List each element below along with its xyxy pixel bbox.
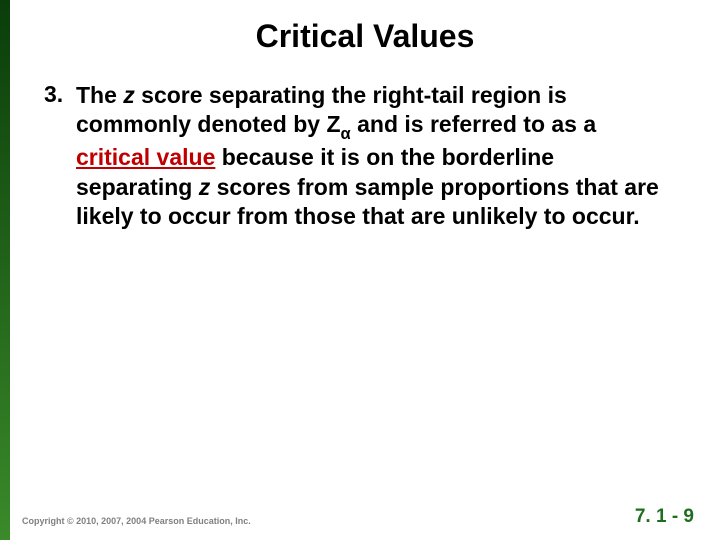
critical-value-term: critical value — [76, 144, 215, 170]
slide-title: Critical Values — [40, 18, 690, 55]
page-number: 7. 1 - 9 — [635, 506, 694, 528]
body-paragraph-row: 3. The z score separating the right-tail… — [40, 81, 690, 232]
body-paragraph: The z score separating the right-tail re… — [76, 81, 676, 232]
text-seg: and is referred to as a — [351, 111, 596, 137]
text-seg: The — [76, 82, 123, 108]
alpha-subscript: α — [341, 124, 351, 143]
z-italic: z — [199, 174, 211, 200]
z-italic: z — [123, 82, 135, 108]
list-number: 3. — [44, 81, 66, 108]
copyright-text: Copyright © 2010, 2007, 2004 Pearson Edu… — [22, 516, 251, 526]
left-accent-bar — [0, 0, 10, 540]
slide-content: Critical Values 3. The z score separatin… — [10, 0, 720, 540]
